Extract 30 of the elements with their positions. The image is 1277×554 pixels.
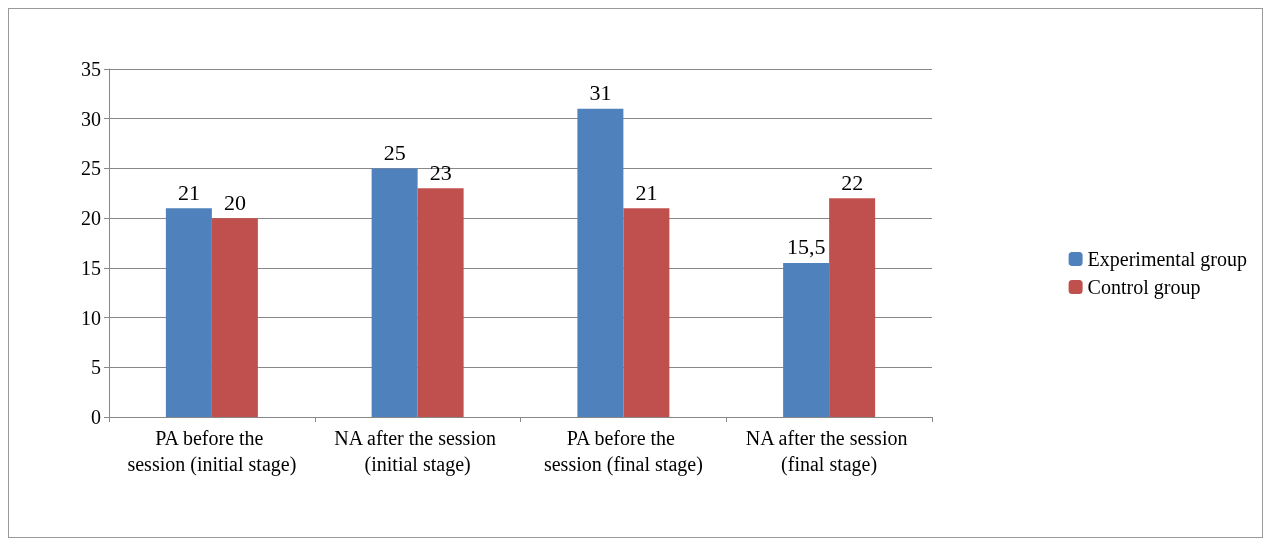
- bar: [371, 168, 418, 417]
- y-tick-label: 15: [81, 256, 101, 279]
- x-tick-label: PA before the session (initial stage): [127, 427, 297, 476]
- bar: [165, 208, 212, 417]
- y-tick-label: 25: [81, 157, 101, 180]
- legend-label: Experimental group: [1087, 248, 1248, 271]
- data-label: 15,5: [786, 234, 826, 260]
- y-tick-label: 5: [91, 356, 101, 379]
- bar: [829, 198, 876, 417]
- x-tick-label: NA after the session (final stage): [745, 427, 913, 476]
- y-tick-label: 10: [81, 306, 101, 329]
- data-label: 22: [841, 169, 864, 195]
- x-tick-label: NA after the session (initial stage): [334, 427, 501, 476]
- data-label: 21: [177, 179, 200, 205]
- data-label: 31: [589, 80, 612, 106]
- data-label: 20: [223, 189, 246, 215]
- bar: [783, 262, 830, 417]
- y-tick-label: 20: [81, 207, 101, 230]
- y-tick-label: 35: [81, 58, 101, 80]
- y-tick-label: 0: [91, 406, 101, 428]
- bar: [623, 208, 670, 417]
- data-label: 25: [383, 139, 406, 165]
- bar: [577, 108, 624, 417]
- x-tick-label: PA before the session (final stage): [543, 427, 703, 476]
- y-tick-label: 30: [81, 107, 101, 130]
- legend-label: Control group: [1087, 276, 1201, 299]
- bar: [417, 188, 464, 417]
- data-label: 21: [635, 179, 658, 205]
- data-label: 23: [429, 159, 452, 185]
- bar: [211, 218, 258, 417]
